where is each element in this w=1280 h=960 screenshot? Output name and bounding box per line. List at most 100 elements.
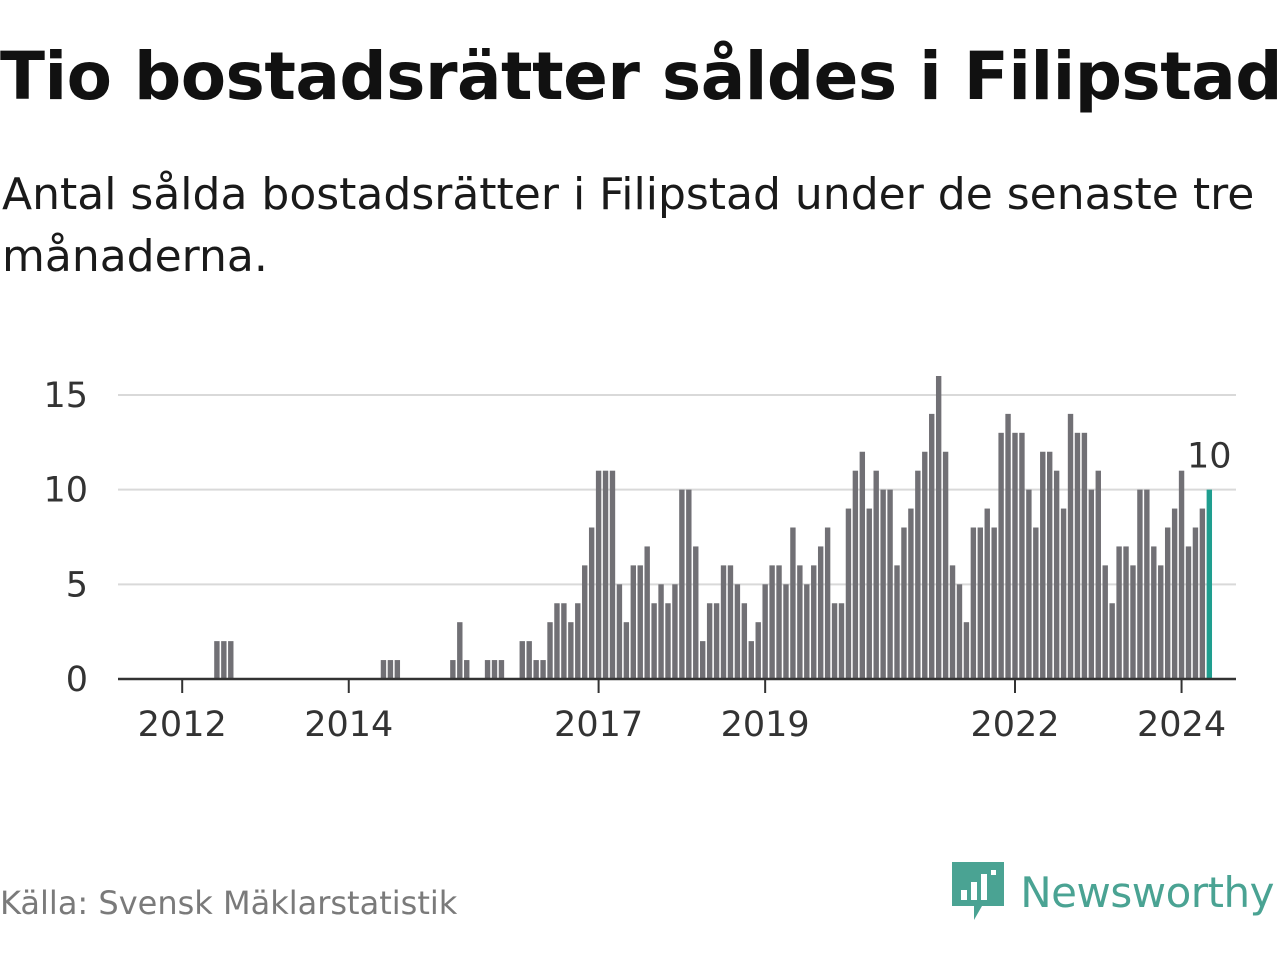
bar: [935, 376, 942, 679]
bar: [1199, 508, 1206, 679]
data-label: 10: [1187, 437, 1232, 477]
chart-subtitle: Antal sålda bostadsrätter i Filipstad un…: [2, 169, 1255, 282]
bar: [1185, 546, 1192, 679]
bar: [1081, 432, 1088, 679]
bar: [873, 470, 879, 679]
bar: [991, 527, 997, 679]
y-tick-label: 5: [66, 565, 88, 605]
bar: [852, 470, 859, 679]
bar: [623, 622, 630, 679]
source-note: Källa: Svensk Mäklarstatistik: [0, 884, 458, 922]
brand-logo[interactable]: Newsworthy: [952, 862, 1274, 922]
bar: [831, 603, 838, 679]
bar-highlight: [1206, 489, 1213, 679]
bar: [582, 565, 588, 679]
bar: [387, 660, 394, 679]
bar: [949, 565, 956, 679]
bar: [908, 508, 914, 679]
x-tick-label: 2012: [138, 705, 227, 745]
bar: [1102, 565, 1108, 679]
chart-title: Tio bostadsrätter såldes i Filipstad: [0, 38, 1280, 115]
bar: [859, 451, 866, 679]
bar: [977, 527, 983, 679]
y-axis-ticks: 0 5 10 15: [43, 376, 88, 700]
y-tick-label: 10: [43, 471, 88, 511]
bar-chart: 0 5 10 15 2012 2014 2017 2019 2022 2024 10: [43, 376, 1236, 745]
bar: [700, 641, 706, 679]
bar: [734, 584, 741, 679]
bar: [609, 470, 616, 679]
bar: [706, 603, 713, 679]
bar: [602, 470, 609, 679]
x-tick-label: 2017: [554, 705, 643, 745]
bar: [970, 527, 977, 679]
bar: [568, 622, 574, 679]
bar: [498, 660, 505, 679]
bar: [1067, 413, 1074, 679]
newsworthy-logo-icon: [952, 862, 1005, 920]
bar: [533, 660, 539, 679]
bar: [880, 489, 886, 679]
bar: [824, 527, 831, 679]
bar: [1130, 565, 1136, 679]
bar: [727, 565, 734, 679]
bar: [595, 470, 602, 679]
bar: [693, 546, 699, 679]
bar: [922, 451, 928, 679]
bar: [1026, 489, 1032, 679]
bar: [491, 660, 498, 679]
x-axis: 2012 2014 2017 2019 2022 2024: [118, 677, 1236, 745]
bar: [665, 603, 671, 679]
bar: [1053, 470, 1060, 679]
bar: [783, 584, 789, 679]
bar: [769, 565, 775, 679]
bar: [464, 660, 470, 679]
bar: [519, 641, 525, 679]
x-tick-label: 2014: [304, 705, 393, 745]
bar: [845, 508, 852, 679]
bar: [894, 565, 900, 679]
x-tick-label: 2019: [721, 705, 810, 745]
bar: [755, 622, 761, 679]
bar: [804, 584, 810, 679]
bar: [956, 584, 963, 679]
bars: [214, 376, 1213, 679]
bar: [637, 565, 643, 679]
bar: [817, 546, 824, 679]
bar: [540, 660, 546, 679]
bar: [1164, 527, 1171, 679]
bar: [484, 660, 491, 679]
bar: [748, 641, 754, 679]
bar: [942, 451, 949, 679]
bar: [644, 546, 650, 679]
bar: [457, 622, 463, 679]
bar: [1033, 527, 1039, 679]
y-tick-label: 15: [43, 376, 88, 416]
bar: [630, 565, 636, 679]
bar: [588, 527, 595, 679]
bar: [1144, 489, 1150, 679]
bar: [838, 603, 845, 679]
bar: [1019, 432, 1025, 679]
x-tick-label: 2022: [970, 705, 1059, 745]
annotations: 10: [1187, 437, 1232, 477]
bar: [394, 660, 401, 679]
bar: [887, 489, 893, 679]
bar: [984, 508, 990, 679]
bar: [1178, 470, 1185, 679]
bar: [1060, 508, 1067, 679]
bar: [929, 413, 935, 679]
bar: [901, 527, 907, 679]
bar: [1047, 451, 1053, 679]
bar: [762, 584, 768, 679]
bar: [554, 603, 560, 679]
bar: [1074, 432, 1081, 679]
bar: [1109, 603, 1115, 679]
bar: [651, 603, 657, 679]
bar: [575, 603, 581, 679]
bar: [616, 584, 623, 679]
bar: [998, 432, 1004, 679]
bar: [866, 508, 872, 679]
bar: [679, 489, 685, 679]
bar: [1123, 546, 1129, 679]
